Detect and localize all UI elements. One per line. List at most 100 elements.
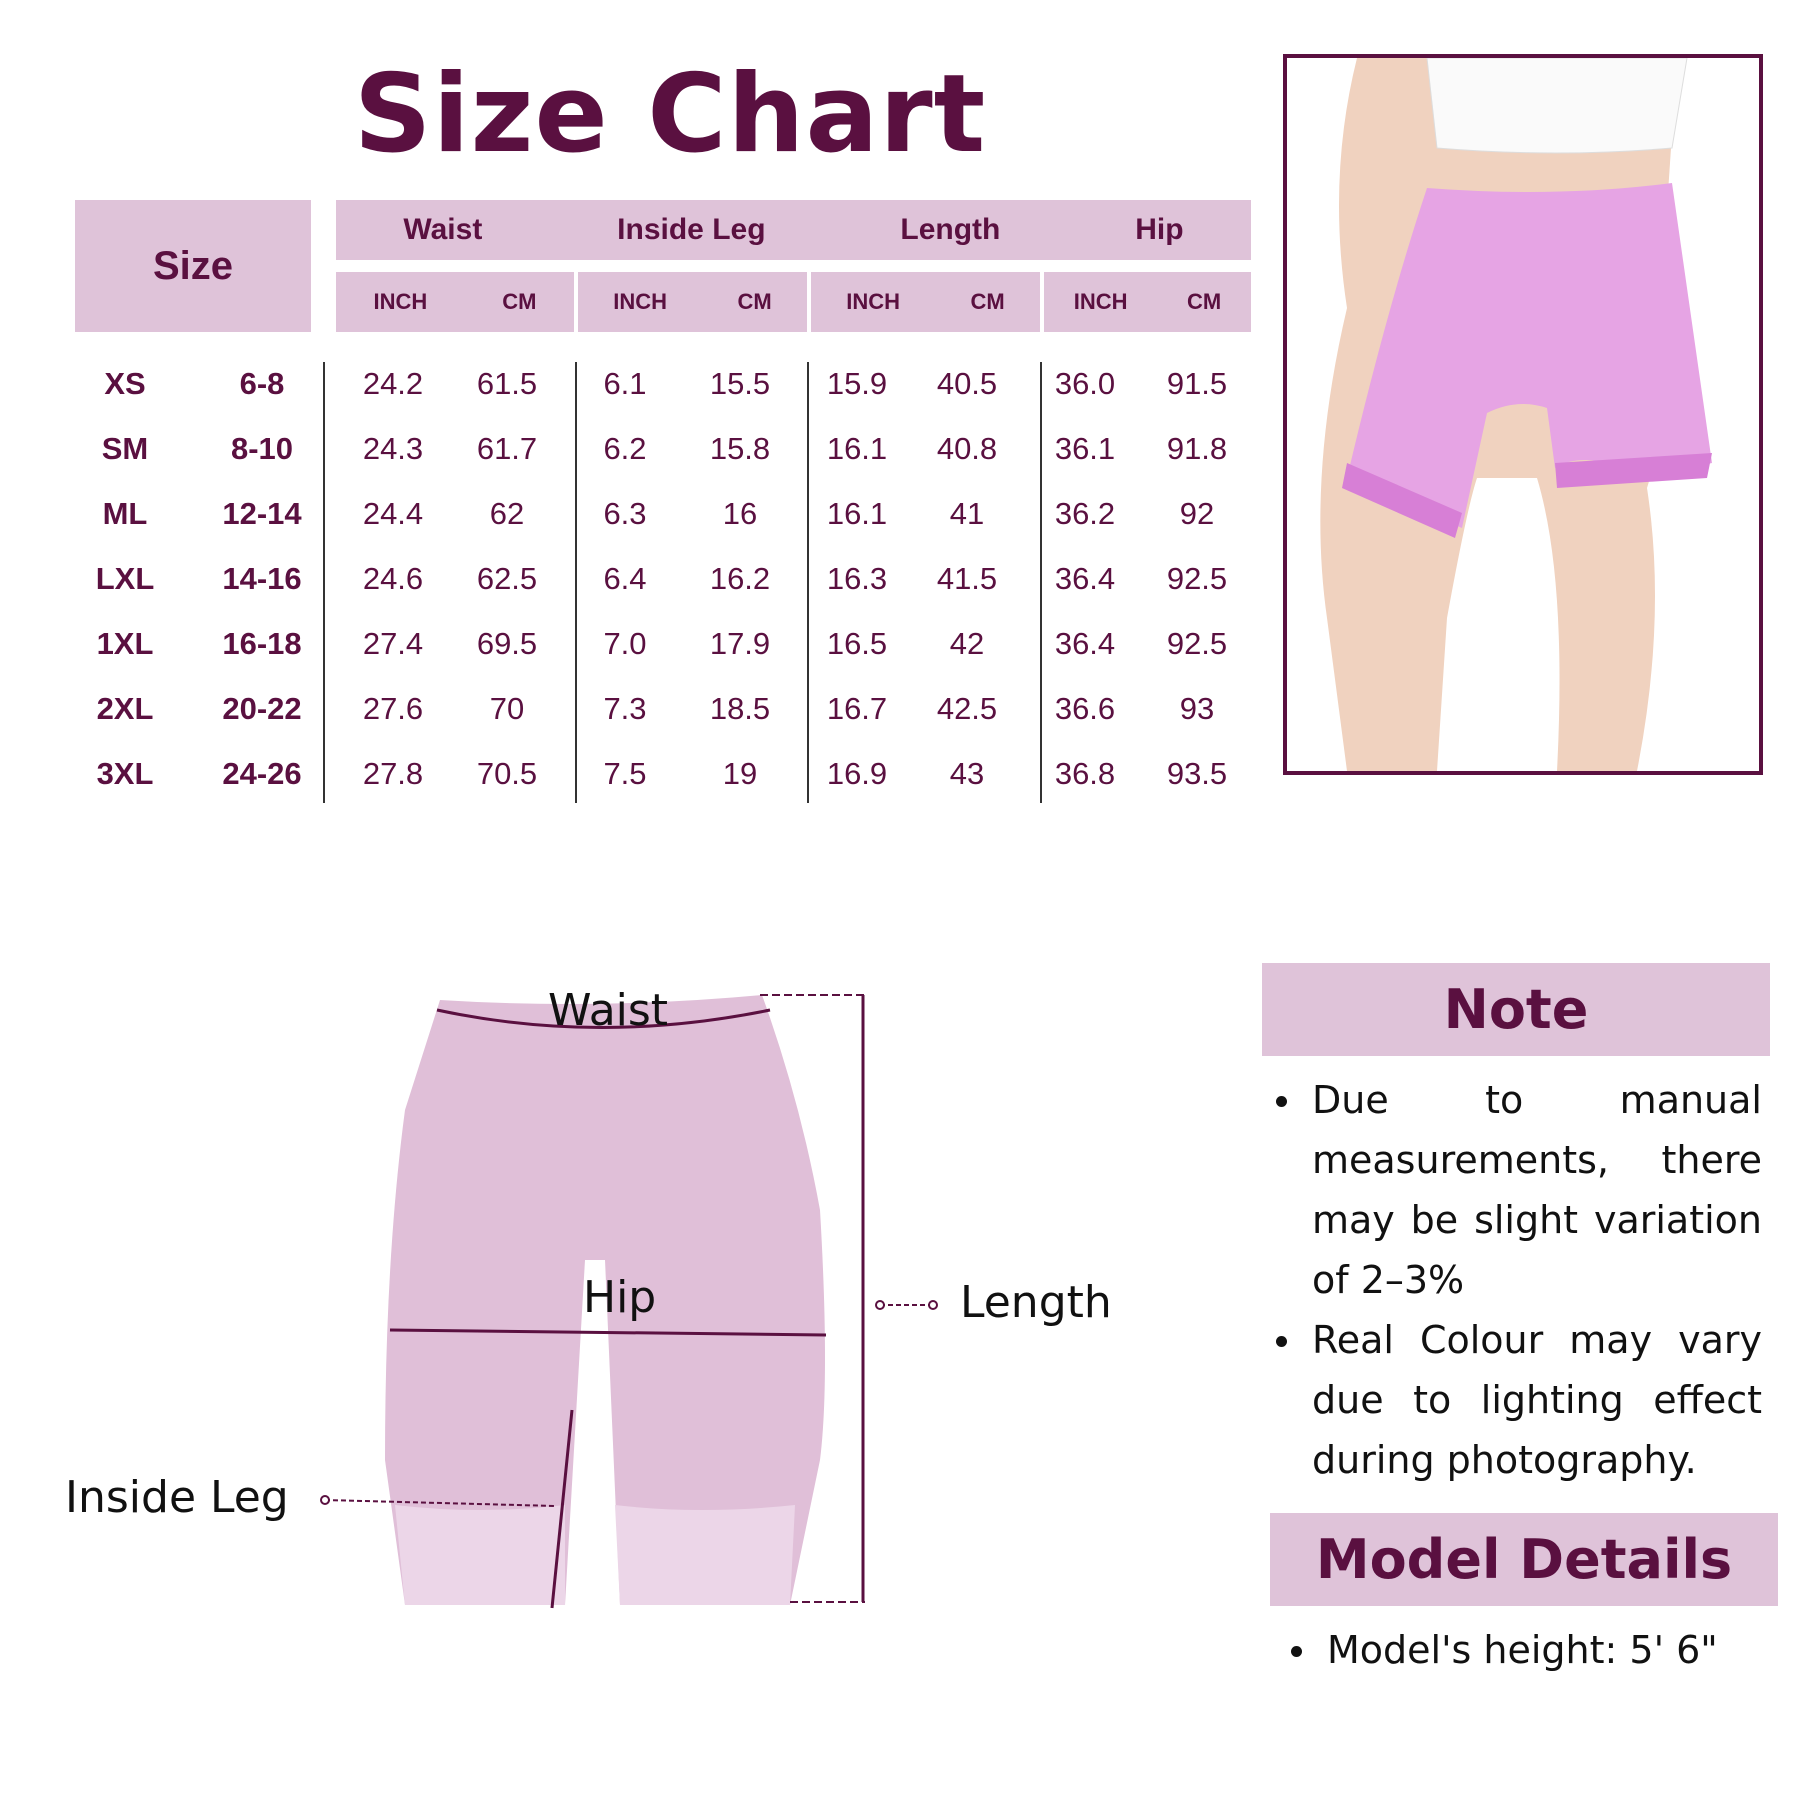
measurement-value: 24.3 (362, 431, 424, 466)
measurement-value: 16.2 (709, 561, 771, 596)
unit-header: CM (737, 289, 772, 314)
waist-measure-line (436, 1008, 771, 1029)
measurement-value: 6.4 (603, 561, 647, 596)
measurement-value: 16.1 (826, 496, 888, 531)
measurement-value: 16 (722, 496, 758, 531)
size-label: 3XL (96, 756, 154, 791)
measurement-value: 36.0 (1054, 366, 1116, 401)
measurement-value: 17.9 (709, 626, 771, 661)
waist-label: Waist (548, 985, 669, 1036)
unit-header: INCH (373, 289, 428, 314)
measurement-value: 70 (489, 691, 525, 726)
measurement-value: 92.5 (1166, 561, 1228, 596)
measurement-value: 36.8 (1054, 756, 1116, 791)
size-label: 1XL (96, 626, 154, 661)
measurement-value: 69.5 (476, 626, 538, 661)
uk-size: 24-26 (222, 756, 302, 791)
measurement-value: 27.8 (362, 756, 424, 791)
group-header-hip: Hip (1135, 213, 1184, 246)
measurement-value: 40.5 (936, 366, 998, 401)
measurement-value: 15.5 (709, 366, 771, 401)
measurement-value: 16.3 (826, 561, 888, 596)
measurement-value: 36.6 (1054, 691, 1116, 726)
size-label: XS (104, 366, 146, 401)
measurement-value: 7.3 (603, 691, 647, 726)
size-header: Size (75, 200, 311, 332)
measurement-value: 41.5 (936, 561, 998, 596)
unit-header: CM (1187, 289, 1222, 314)
group-header-length: Length (900, 213, 1001, 246)
size-label: LXL (95, 561, 155, 596)
group-header-inside-leg: Inside Leg (617, 213, 766, 246)
measurement-value: 24.2 (362, 366, 424, 401)
measurement-value: 43 (949, 756, 985, 791)
unit-header: CM (970, 289, 1005, 314)
note-item: Real Colour may vary due to lighting eff… (1270, 1310, 1762, 1490)
model-photo (1283, 54, 1763, 775)
garment-shape (385, 995, 825, 1605)
measurement-value: 42.5 (936, 691, 998, 726)
inside-leg-label: Inside Leg (65, 1472, 289, 1523)
measurement-value: 6.1 (603, 366, 647, 401)
hip-measure-line (389, 1328, 827, 1337)
measurement-value: 36.4 (1054, 626, 1116, 661)
measurement-value: 93 (1179, 691, 1215, 726)
measurement-value: 7.5 (603, 756, 647, 791)
measurement-value: 42 (949, 626, 985, 661)
unit-header-group: INCH CM (811, 272, 1040, 332)
unit-header: INCH (613, 289, 668, 314)
measurement-value: 36.1 (1054, 431, 1116, 466)
measurement-value: 15.9 (826, 366, 888, 401)
size-label: 2XL (96, 691, 154, 726)
length-label: Length (960, 1277, 1112, 1328)
unit-header-group: INCH CM (1044, 272, 1251, 332)
measurement-value: 62.5 (476, 561, 538, 596)
measurement-value: 16.1 (826, 431, 888, 466)
unit-header: CM (502, 289, 537, 314)
measurement-value: 40.8 (936, 431, 998, 466)
column-divider (575, 362, 577, 803)
inside-leg-measure-line (550, 1409, 574, 1609)
group-header-waist: Waist (403, 213, 483, 246)
measurement-value: 91.5 (1166, 366, 1228, 401)
uk-size: 20-22 (222, 691, 302, 726)
measurement-value: 7.0 (603, 626, 647, 661)
measurement-value: 61.7 (476, 431, 538, 466)
lace-trim (395, 1505, 795, 1605)
column-divider (807, 362, 809, 803)
uk-size: 6-8 (239, 366, 285, 401)
model-detail-item: Model's height: 5' 6" (1285, 1620, 1777, 1680)
model-details-list: Model's height: 5' 6" (1285, 1620, 1777, 1680)
page-title: Size Chart (353, 52, 987, 177)
note-list: Due to manual measurements, there may be… (1270, 1070, 1762, 1490)
measurement-value: 18.5 (709, 691, 771, 726)
measurement-value: 19 (722, 756, 758, 791)
note-header: Note (1262, 963, 1770, 1056)
measurement-value: 24.4 (362, 496, 424, 531)
measurement-value: 36.2 (1054, 496, 1116, 531)
measurement-value: 92.5 (1166, 626, 1228, 661)
uk-size: 14-16 (222, 561, 302, 596)
measurement-value: 70.5 (476, 756, 538, 791)
hip-label: Hip (583, 1272, 657, 1323)
measurement-value: 16.5 (826, 626, 888, 661)
unit-header-group: INCH CM (578, 272, 807, 332)
measurement-value: 36.4 (1054, 561, 1116, 596)
measurement-value: 27.6 (362, 691, 424, 726)
measurement-value: 27.4 (362, 626, 424, 661)
column-divider (1040, 362, 1042, 803)
measurement-value: 41 (949, 496, 985, 531)
note-item: Due to manual measurements, there may be… (1270, 1070, 1762, 1310)
column-divider (323, 362, 325, 803)
measurement-value: 6.3 (603, 496, 647, 531)
uk-size: 12-14 (222, 496, 302, 531)
measurement-value: 93.5 (1166, 756, 1228, 791)
measurement-value: 91.8 (1166, 431, 1228, 466)
unit-header: INCH (1073, 289, 1128, 314)
measurement-value: 92 (1179, 496, 1215, 531)
measurement-value: 24.6 (362, 561, 424, 596)
shorts-diagram (320, 994, 938, 1609)
unit-header: INCH (846, 289, 901, 314)
uk-size: 16-18 (222, 626, 302, 661)
measurement-value: 61.5 (476, 366, 538, 401)
